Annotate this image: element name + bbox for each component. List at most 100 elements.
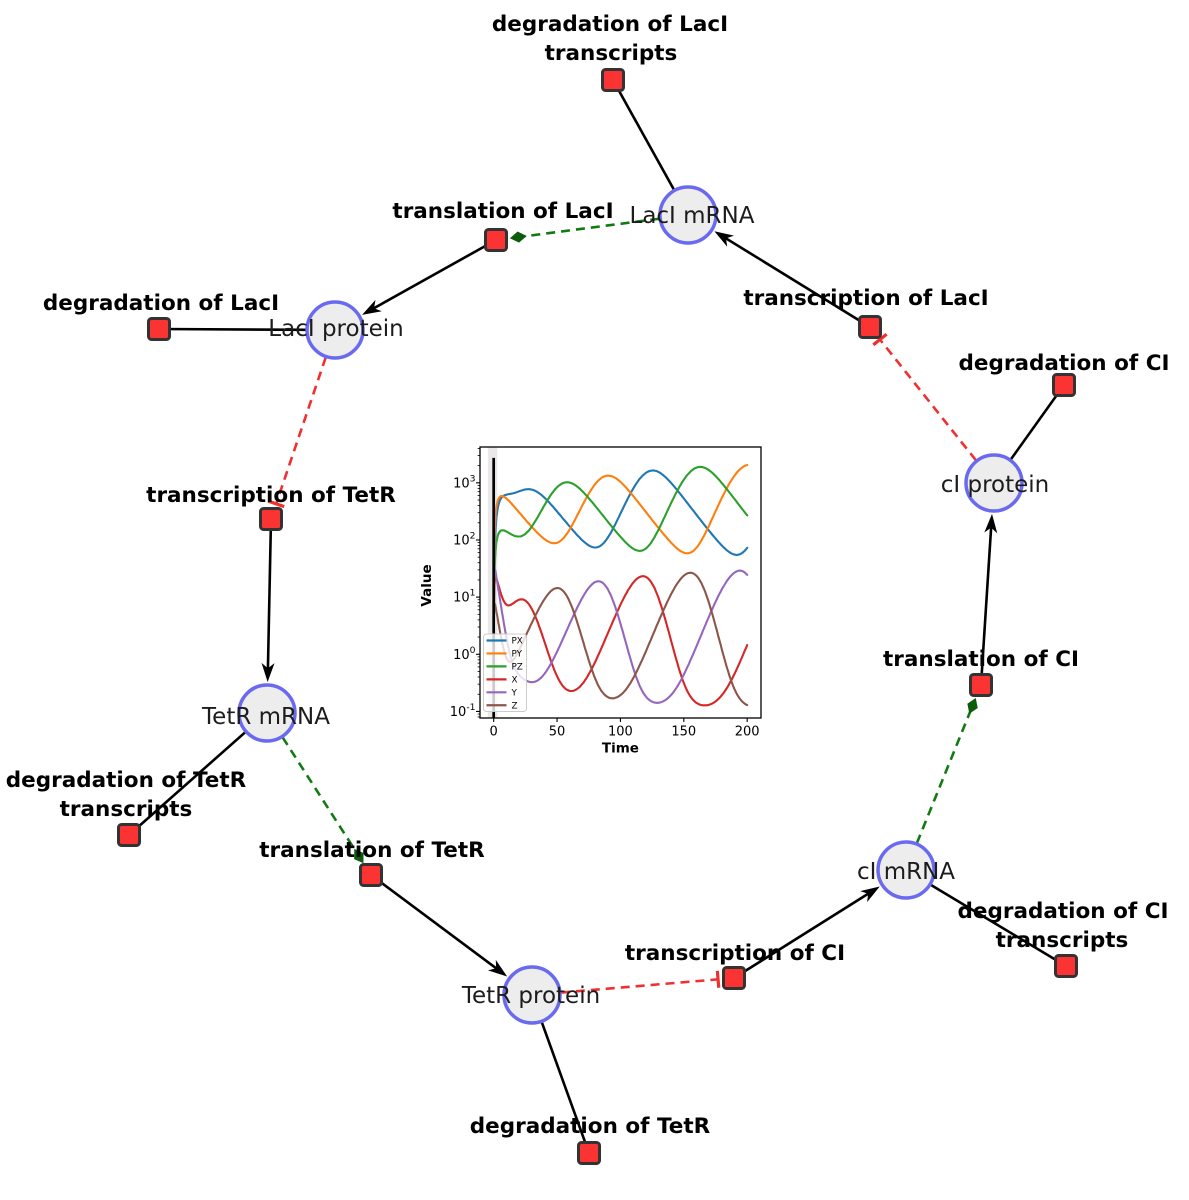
- edge-translation-ci-to-ci-protein: [980, 513, 998, 674]
- label-translation-laci: translation of LacI: [392, 199, 613, 224]
- reaction-node-transcription-tetr[interactable]: [259, 507, 283, 531]
- arrowhead: [261, 662, 275, 683]
- edge-line: [540, 1021, 591, 1154]
- edge-line: [372, 244, 487, 310]
- arrowhead: [362, 299, 382, 315]
- edge-line: [379, 881, 498, 970]
- species-node-ci-mrna[interactable]: [876, 840, 936, 900]
- y-tick-label: 101: [453, 588, 475, 606]
- edge-translation-laci-to-laci-protein: [362, 244, 487, 315]
- edge-line: [915, 711, 972, 844]
- label-translation-ci: translation of CI: [883, 647, 1079, 672]
- modifier-diamond-head: [354, 848, 364, 864]
- label-ci-mrna: cI mRNA: [857, 859, 955, 885]
- reaction-node-deg-tetr-transcripts[interactable]: [117, 823, 141, 847]
- edge-line: [274, 357, 327, 505]
- label-transcription-tetr: transcription of TetR: [146, 483, 396, 508]
- legend: PX PY PZ XYZ: [483, 633, 527, 712]
- reaction-node-deg-laci[interactable]: [147, 317, 171, 341]
- x-tick-label: 200: [735, 725, 760, 740]
- label-deg-tetr-transcripts-line1: degradation of TetR: [6, 768, 247, 793]
- x-tick-label: 0: [490, 725, 498, 740]
- edge-line: [158, 327, 307, 332]
- edge-transcription-laci-to-laci-mrna: [714, 231, 861, 322]
- modifier-diamond-head: [509, 231, 527, 243]
- inhibition-tbar: [872, 332, 888, 347]
- edge-tetr-mrna-to-deg-tetr-transcripts: [128, 731, 247, 836]
- arrowhead: [714, 231, 734, 247]
- legend-label-Z: Z: [512, 701, 518, 711]
- reaction-node-deg-ci-transcripts[interactable]: [1054, 954, 1078, 978]
- label-deg-ci-transcripts-line2: transcripts: [996, 928, 1129, 953]
- edge-line: [611, 79, 676, 191]
- inset-chart: 0 50 100 150 20010-1100101102103TimeValuePXP…: [419, 446, 762, 757]
- legend-label-PY: PY: [512, 650, 523, 660]
- species-node-tetr-mrna[interactable]: [237, 683, 297, 743]
- reaction-node-transcription-laci[interactable]: [858, 315, 882, 339]
- edge-ci-mrna-to-translation-ci: [915, 697, 978, 844]
- species-node-laci-mrna[interactable]: [658, 185, 718, 245]
- series-PZ: [492, 465, 749, 631]
- edge-line: [930, 883, 1067, 968]
- species-node-ci-protein[interactable]: [964, 453, 1024, 513]
- edge-ci-protein-to-transcription-laci: [872, 332, 977, 462]
- edge-translation-tetr-to-tetr-protein: [379, 881, 508, 977]
- legend-label-PX: PX: [512, 637, 523, 647]
- series-Z: [492, 571, 749, 707]
- label-ci-protein: cI protein: [941, 472, 1050, 498]
- edge-line: [281, 736, 357, 852]
- edge-laci-mrna-to-translation-laci: [509, 217, 660, 243]
- arrowhead: [860, 886, 880, 903]
- edge-line: [560, 978, 719, 994]
- y-axis-label: Value: [419, 564, 435, 606]
- edge-line: [524, 217, 660, 238]
- label-deg-tetr-transcripts-line2: transcripts: [60, 797, 193, 822]
- label-transcription-ci: transcription of CI: [625, 941, 845, 966]
- legend-label-X: X: [512, 676, 518, 686]
- reaction-node-deg-ci[interactable]: [1052, 373, 1076, 397]
- arrowhead: [984, 513, 998, 534]
- edge-line: [128, 731, 247, 836]
- series-X: [492, 575, 749, 707]
- edge-line: [743, 892, 870, 973]
- inhibition-tbar: [267, 499, 285, 509]
- edge-line: [878, 338, 977, 462]
- reaction-node-deg-laci-transcripts[interactable]: [601, 68, 625, 92]
- y-tick-label: 100: [453, 645, 476, 663]
- x-tick-label: 150: [671, 725, 696, 740]
- modifier-diamond-head: [967, 697, 978, 714]
- series-Y: [492, 567, 749, 704]
- species-node-laci-protein[interactable]: [305, 300, 365, 360]
- inhibition-tbar: [715, 970, 721, 988]
- series-PY: [492, 463, 749, 576]
- reaction-node-translation-laci[interactable]: [484, 228, 508, 252]
- y-tick-label: 10-1: [450, 702, 476, 720]
- label-deg-laci: degradation of LacI: [43, 291, 279, 316]
- label-deg-tetr: degradation of TetR: [470, 1114, 711, 1139]
- label-deg-ci-transcripts-line1: degradation of CI: [958, 899, 1169, 924]
- species-node-tetr-protein[interactable]: [502, 965, 562, 1025]
- edge-ci-mrna-to-deg-ci-transcripts: [930, 883, 1067, 968]
- edge-laci-protein-to-deg-laci: [158, 327, 307, 332]
- label-translation-tetr: translation of TetR: [259, 838, 485, 863]
- reaction-node-transcription-ci[interactable]: [722, 966, 746, 990]
- y-tick-label: 103: [453, 473, 476, 491]
- edges-layer: [128, 79, 1067, 1154]
- label-laci-protein: LacI protein: [268, 316, 403, 342]
- edge-transcription-tetr-to-tetr-mrna: [261, 530, 275, 683]
- edge-tetr-mrna-to-translation-tetr: [281, 736, 364, 864]
- edge-ci-protein-to-deg-ci: [1009, 384, 1066, 461]
- reaction-node-deg-tetr[interactable]: [577, 1141, 601, 1165]
- reaction-node-translation-tetr[interactable]: [359, 863, 383, 887]
- label-laci-mrna: LacI mRNA: [630, 203, 755, 229]
- label-tetr-protein: TetR protein: [461, 983, 600, 1009]
- edge-transcription-ci-to-ci-mrna: [743, 886, 880, 973]
- legend-label-PZ: PZ: [512, 663, 523, 673]
- x-tick-label: 100: [608, 725, 633, 740]
- edge-tetr-protein-to-transcription-ci: [560, 970, 721, 994]
- reaction-node-translation-ci[interactable]: [969, 673, 993, 697]
- edge-laci-mrna-to-deg-laci-transcripts: [611, 79, 676, 191]
- edge-line: [724, 236, 861, 322]
